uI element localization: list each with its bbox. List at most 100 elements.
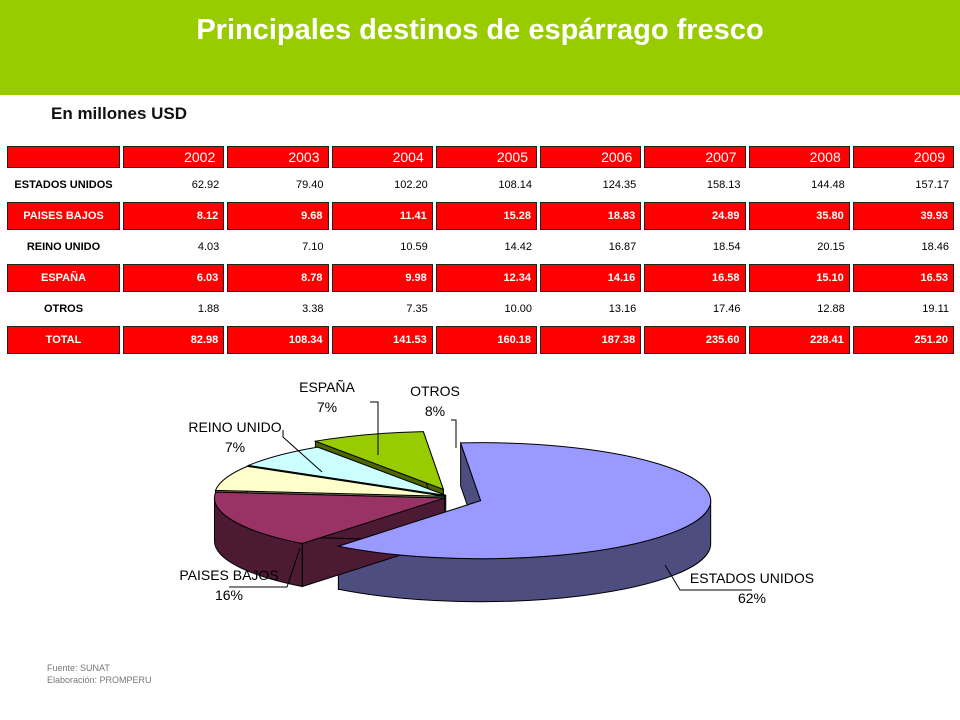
table-cell: 24.89: [644, 202, 746, 230]
table-row: OTROS 1.88 3.38 7.35 10.00 13.16 17.46 12.88 19.…: [7, 298, 954, 320]
header-blank-cell: [7, 146, 120, 168]
pie-leader-line: [229, 547, 301, 588]
pie-leader-line: [370, 401, 379, 455]
year-header: 2002: [123, 146, 225, 168]
pie-tops: [213, 431, 712, 560]
table-cell: 7.10: [227, 236, 329, 258]
table-cell: 160.18: [435, 326, 537, 354]
table-cell: 1.88: [123, 298, 225, 320]
table-cell: 18.46: [852, 236, 954, 258]
table-cell: 12.88: [748, 298, 850, 320]
pie-label-value: 8%: [425, 403, 445, 419]
table-header-row: 2002 2003 2004 2005 2006 2007 2008 2009: [7, 146, 954, 168]
row-label: REINO UNIDO: [7, 236, 120, 258]
table-cell: 20.15: [748, 236, 850, 258]
table-cell: 144.48: [748, 174, 850, 196]
row-label: OTROS: [7, 298, 120, 320]
row-label: PAISES BAJOS: [7, 202, 120, 230]
row-label: TOTAL: [7, 326, 120, 354]
table-cell: 16.58: [644, 264, 746, 292]
table-cell: 19.11: [852, 298, 954, 320]
table-cell: 108.34: [227, 326, 329, 354]
pie-label-name: ESTADOS UNIDOS: [690, 570, 814, 586]
table-cell: 14.42: [435, 236, 537, 258]
header-bar: [0, 0, 960, 95]
table-cell: 7.35: [331, 298, 433, 320]
table-row: TOTAL 82.98 108.34 141.53 160.18 187.38 235.60…: [7, 326, 954, 354]
table-cell: 10.59: [331, 236, 433, 258]
pie-slice-otros: [313, 431, 445, 491]
table-cell: 235.60: [644, 326, 746, 354]
table-cell: 82.98: [123, 326, 225, 354]
table-cell: 16.87: [540, 236, 642, 258]
year-header: 2007: [644, 146, 746, 168]
row-label: ESPAÑA: [7, 264, 120, 292]
pie-label-name: PAISES BAJOS: [179, 567, 278, 583]
table-row: PAISES BAJOS 8.12 9.68 11.41 15.28 18.83 24.89…: [7, 202, 954, 230]
pie-label-value: 7%: [317, 399, 337, 415]
pie-label-name: ESPAÑA: [299, 379, 355, 395]
pie-label-value: 16%: [215, 587, 243, 603]
table-row: REINO UNIDO 4.03 7.10 10.59 14.42 16.87 18.54 2…: [7, 236, 954, 258]
table-cell: 8.78: [227, 264, 329, 292]
table-cell: 13.16: [540, 298, 642, 320]
table-cell: 18.54: [644, 236, 746, 258]
pie-slice-estados-unidos: [338, 442, 712, 560]
year-header: 2005: [435, 146, 537, 168]
pie-label-value: 62%: [738, 590, 766, 606]
pie-leader-line: [451, 419, 457, 448]
pie-leader-line: [664, 564, 752, 591]
table-cell: 141.53: [331, 326, 433, 354]
year-header: 2003: [227, 146, 329, 168]
table-cell: 158.13: [644, 174, 746, 196]
table-row: ESTADOS UNIDOS 62.92 79.40 102.20 108.14 124.…: [7, 174, 954, 196]
elaboration-note: Elaboración: PROMPERU: [47, 675, 152, 685]
pie-label-name: REINO UNIDO: [188, 419, 281, 435]
table-cell: 124.35: [540, 174, 642, 196]
row-label: ESTADOS UNIDOS: [7, 174, 120, 196]
table-cell: 157.17: [852, 174, 954, 196]
source-note: Fuente: SUNAT: [47, 663, 110, 673]
table-cell: 39.93: [852, 202, 954, 230]
table-cell: 187.38: [540, 326, 642, 354]
table-cell: 15.28: [435, 202, 537, 230]
table-row: ESPAÑA 6.03 8.78 9.98 12.34 14.16 16.58 15.10 16…: [7, 264, 954, 292]
pie-slice-reino-unido: [214, 465, 445, 497]
table-cell: 9.98: [331, 264, 433, 292]
table-cell: 3.38: [227, 298, 329, 320]
table-cell: 16.53: [852, 264, 954, 292]
table-cell: 62.92: [123, 174, 225, 196]
table-cell: 15.10: [748, 264, 850, 292]
table-cell: 228.41: [748, 326, 850, 354]
pie-leader-line: [282, 430, 323, 473]
pie-slice-paises-bajos: [213, 491, 445, 545]
pie-label-name: OTROS: [410, 383, 460, 399]
table-cell: 10.00: [435, 298, 537, 320]
data-table: 2002 2003 2004 2005 2006 2007 2008 2009 ESTADOS …: [4, 146, 957, 354]
pie-label-value: 7%: [225, 439, 245, 455]
year-header: 2004: [331, 146, 433, 168]
table-cell: 8.12: [123, 202, 225, 230]
footer-notes: Fuente: SUNAT Elaboración: PROMPERU: [47, 662, 152, 686]
table-cell: 12.34: [435, 264, 537, 292]
table-cell: 9.68: [227, 202, 329, 230]
table-cell: 4.03: [123, 236, 225, 258]
pie-chart: ESTADOS UNIDOS 62% PAISES BAJOS 16% REINO UN…: [179, 379, 814, 606]
table-cell: 6.03: [123, 264, 225, 292]
table-cell: 79.40: [227, 174, 329, 196]
year-header: 2006: [540, 146, 642, 168]
pie-slice-españa: [246, 446, 446, 496]
table-cell: 251.20: [852, 326, 954, 354]
year-header: 2009: [852, 146, 954, 168]
table-cell: 17.46: [644, 298, 746, 320]
table-cell: 14.16: [540, 264, 642, 292]
table-cell: 102.20: [331, 174, 433, 196]
page-subtitle: En millones USD: [51, 104, 188, 123]
table-cell: 18.83: [540, 202, 642, 230]
year-header: 2008: [748, 146, 850, 168]
table-cell: 108.14: [435, 174, 537, 196]
table-cell: 11.41: [331, 202, 433, 230]
table-cell: 35.80: [748, 202, 850, 230]
page-title: Principales destinos de espárrago fresco: [196, 14, 764, 46]
pie-labels: ESTADOS UNIDOS 62% PAISES BAJOS 16% REINO UN…: [179, 379, 814, 606]
